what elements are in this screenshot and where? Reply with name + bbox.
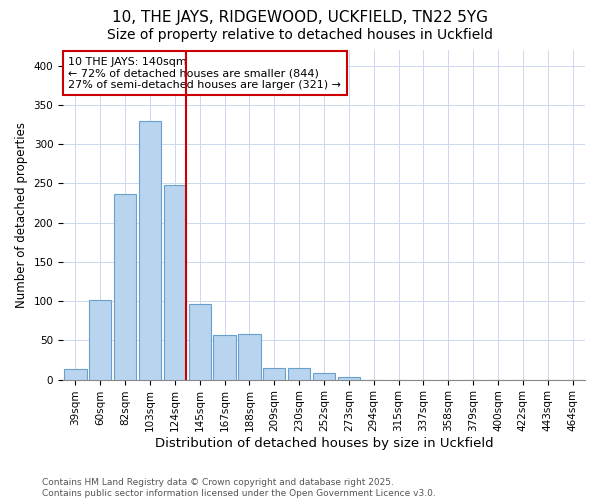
Text: 10, THE JAYS, RIDGEWOOD, UCKFIELD, TN22 5YG: 10, THE JAYS, RIDGEWOOD, UCKFIELD, TN22 … bbox=[112, 10, 488, 25]
Bar bbox=[238, 334, 260, 380]
Text: 10 THE JAYS: 140sqm
← 72% of detached houses are smaller (844)
27% of semi-detac: 10 THE JAYS: 140sqm ← 72% of detached ho… bbox=[68, 56, 341, 90]
Bar bbox=[139, 120, 161, 380]
Bar bbox=[188, 304, 211, 380]
Bar bbox=[313, 374, 335, 380]
Bar bbox=[64, 370, 86, 380]
Bar bbox=[214, 335, 236, 380]
Text: Size of property relative to detached houses in Uckfield: Size of property relative to detached ho… bbox=[107, 28, 493, 42]
Y-axis label: Number of detached properties: Number of detached properties bbox=[15, 122, 28, 308]
Bar bbox=[114, 194, 136, 380]
Bar bbox=[89, 300, 112, 380]
Bar bbox=[263, 368, 286, 380]
Text: Contains HM Land Registry data © Crown copyright and database right 2025.
Contai: Contains HM Land Registry data © Crown c… bbox=[42, 478, 436, 498]
Bar bbox=[338, 377, 360, 380]
Bar bbox=[288, 368, 310, 380]
X-axis label: Distribution of detached houses by size in Uckfield: Distribution of detached houses by size … bbox=[155, 437, 493, 450]
Bar bbox=[164, 185, 186, 380]
